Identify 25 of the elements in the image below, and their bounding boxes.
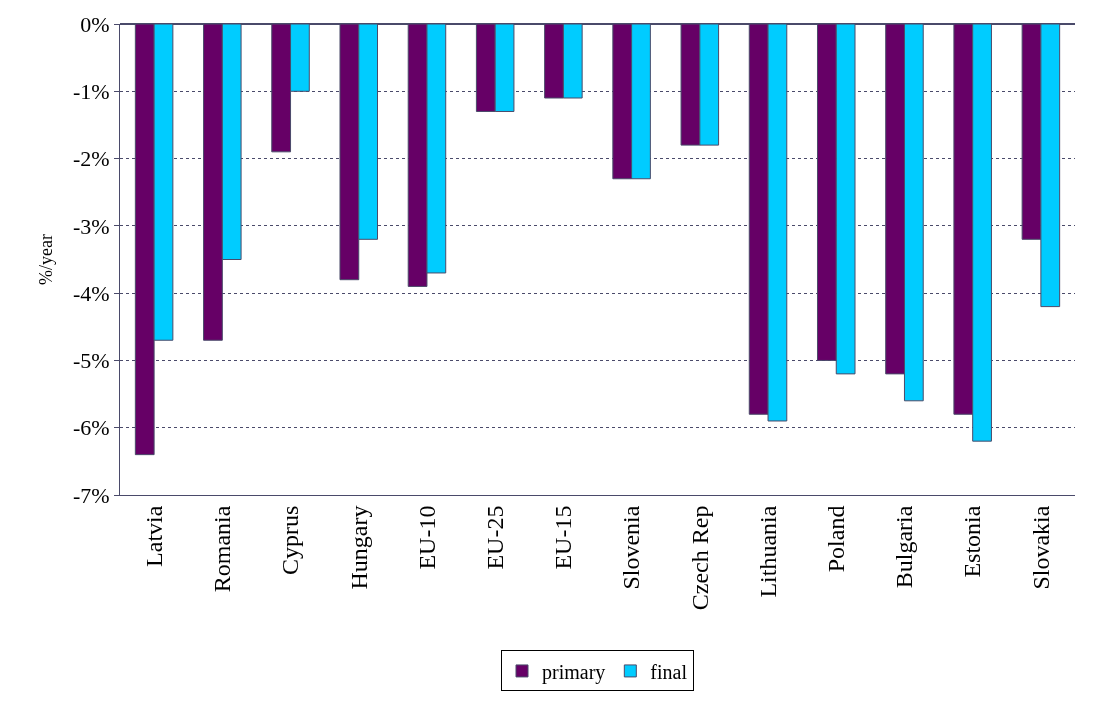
x-tick-label: Lithuania xyxy=(754,505,781,598)
x-tick-label: Slovenia xyxy=(618,505,645,590)
x-tick-label: Cyprus xyxy=(277,505,304,575)
x-tick-label: Latvia xyxy=(140,505,167,567)
x-tick-label: EU-25 xyxy=(481,505,508,570)
x-tick-label: EU-10 xyxy=(413,505,440,570)
y-tick-label: -6% xyxy=(72,415,110,441)
y-tick-label: -7% xyxy=(72,482,110,508)
x-tick-label: Hungary xyxy=(345,505,372,590)
y-tick-label: -4% xyxy=(72,280,110,306)
y-tick-label: -2% xyxy=(72,146,110,172)
x-tick-label: Estonia xyxy=(959,505,986,578)
y-tick-label: -1% xyxy=(72,78,110,104)
x-tick-label: Poland xyxy=(823,505,850,573)
y-axis-title: %/year xyxy=(36,234,57,285)
y-tick-label: -3% xyxy=(72,213,110,239)
legend-label: final xyxy=(650,660,688,683)
x-tick-label: Slovakia xyxy=(1027,505,1054,590)
x-tick-label: Czech Rep xyxy=(686,505,713,611)
x-tick-label: Romania xyxy=(209,505,236,593)
x-tick-label: Bulgaria xyxy=(891,505,918,589)
legend-label: primary xyxy=(542,660,606,684)
y-tick-label: -5% xyxy=(72,348,110,374)
x-tick-label: EU-15 xyxy=(550,505,577,570)
y-tick-label: 0% xyxy=(80,11,110,37)
